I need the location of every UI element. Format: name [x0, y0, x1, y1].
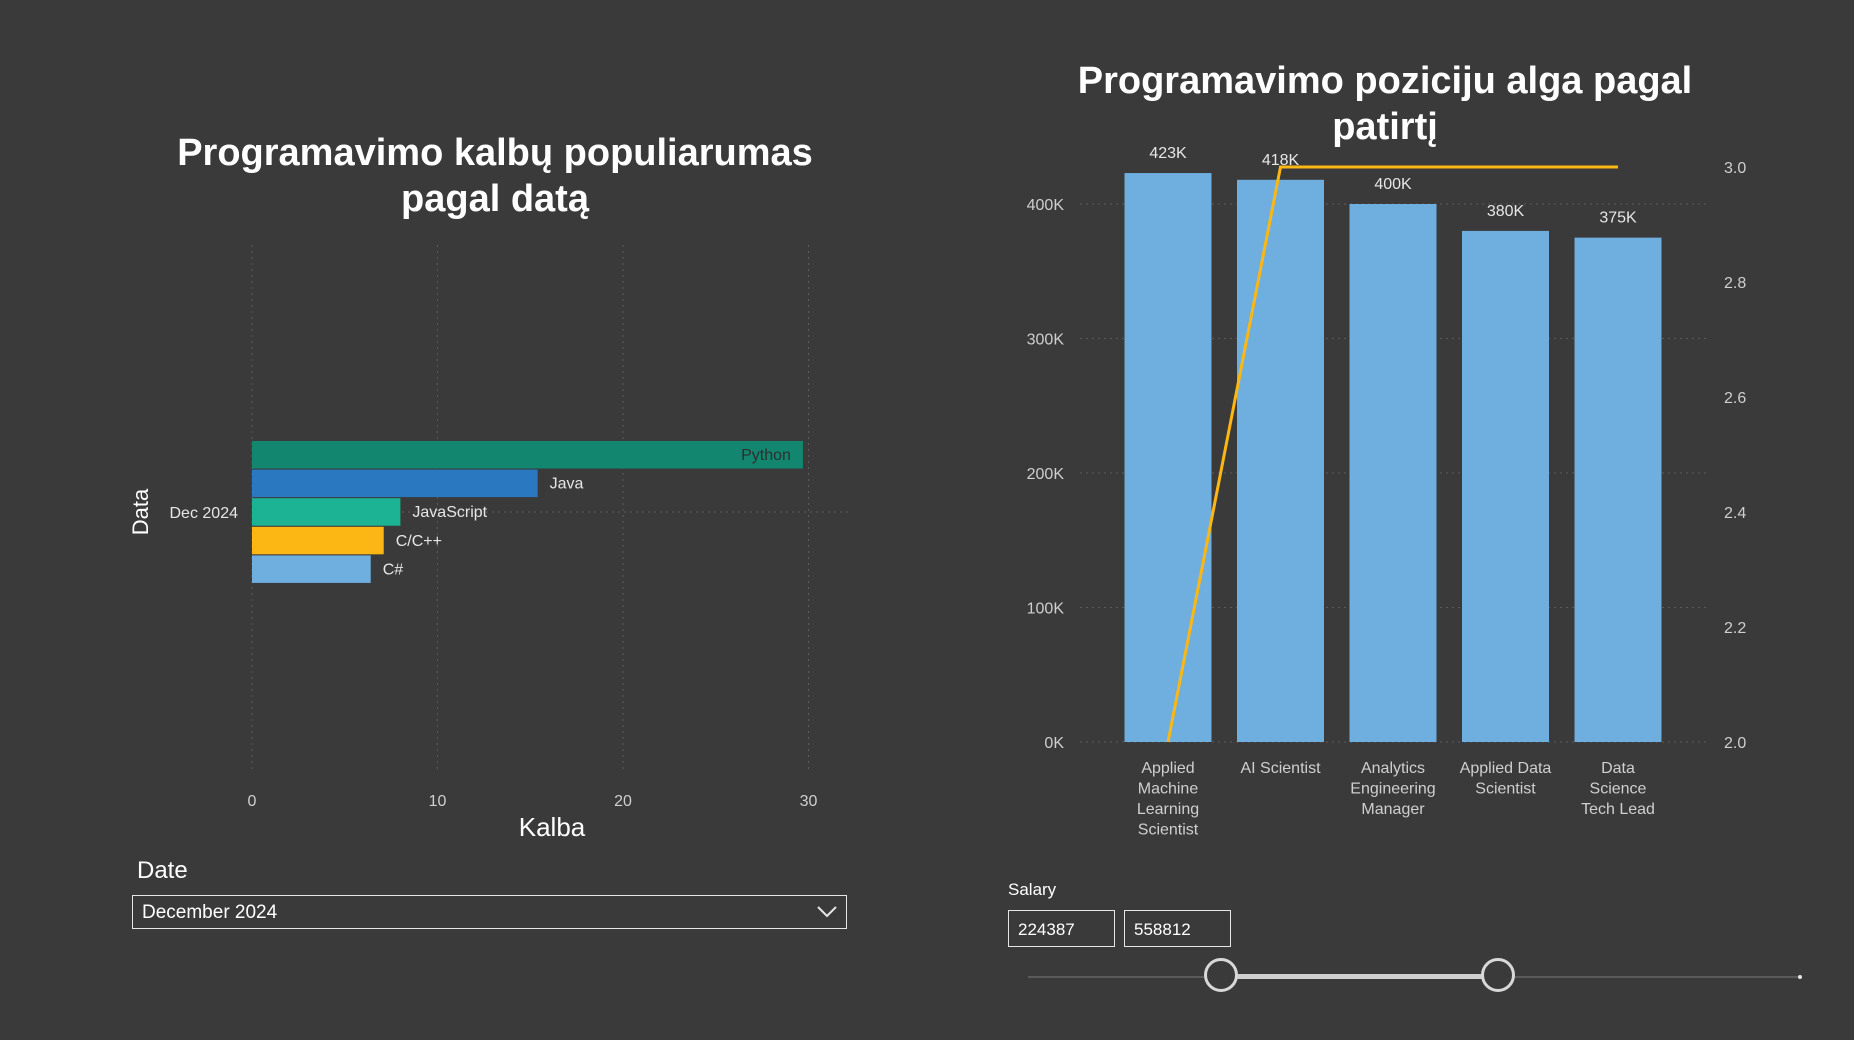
bar-python: [252, 441, 803, 469]
y-tick-label: 300K: [1027, 332, 1065, 349]
salary-bar: [1349, 204, 1437, 742]
bar-java: [252, 469, 538, 498]
date-dropdown[interactable]: December 2024: [132, 895, 847, 929]
x-tick-label: 10: [429, 793, 447, 810]
bar-data-label: C/C++: [396, 533, 442, 550]
bar-data-label: 418K: [1262, 152, 1300, 169]
x-category-label: AI Scientist: [1240, 760, 1321, 777]
y2-tick-label: 2.0: [1724, 735, 1746, 752]
salary-bar: [1124, 173, 1212, 742]
bar-data-label: JavaScript: [412, 504, 487, 521]
x-category-label: Analytics: [1361, 760, 1425, 777]
bar-javascript: [252, 498, 401, 526]
salary-bar: [1574, 237, 1662, 742]
x-axis-title: Kalba: [519, 812, 586, 842]
bar-cc: [252, 526, 384, 555]
x-category-label: Learning: [1137, 801, 1199, 818]
bar-data-label: C#: [383, 561, 404, 578]
bar-c: [252, 555, 371, 583]
x-category-label: Scientist: [1138, 822, 1199, 839]
bar-data-label: 400K: [1374, 176, 1412, 193]
chevron-down-icon: [817, 906, 837, 918]
date-dropdown-value: December 2024: [142, 902, 278, 923]
slider-min-handle[interactable]: [1203, 958, 1238, 992]
x-category-label: Tech Lead: [1581, 801, 1655, 818]
x-category-label: Data: [1601, 760, 1635, 777]
salary-slicer-label: Salary: [1008, 880, 1057, 899]
slider-max-handle[interactable]: [1480, 958, 1515, 992]
bar-data-label: 380K: [1487, 203, 1525, 220]
x-tick-label: 20: [614, 793, 632, 810]
y2-tick-label: 2.8: [1724, 275, 1746, 292]
salary-bar: [1462, 230, 1549, 742]
y-axis-title: Data: [128, 488, 153, 535]
bar-data-label: 375K: [1599, 210, 1637, 227]
x-category-label: Manager: [1361, 801, 1425, 818]
salary-max-input[interactable]: 558812: [1124, 910, 1231, 947]
x-category-label: Machine: [1138, 781, 1199, 798]
y2-tick-label: 2.2: [1724, 620, 1746, 637]
x-category-label: Engineering: [1350, 781, 1435, 798]
bar-data-label: 423K: [1149, 145, 1187, 162]
x-category-label: Applied: [1141, 760, 1194, 777]
x-category-label: Scientist: [1475, 781, 1536, 798]
left-chart-title: Programavimo kalbų populiarumas pagal da…: [177, 132, 813, 220]
y-tick-label: 0K: [1044, 735, 1064, 752]
language-popularity-chart: 0 10 20 30 Python Java JavaScript C/C++ C# Dec 20…: [128, 245, 850, 842]
y-category-label: Dec 2024: [170, 505, 239, 522]
x-category-label: Applied Data: [1460, 760, 1552, 777]
experience-line: [1166, 165, 1618, 743]
y2-tick-label: 2.6: [1724, 390, 1746, 407]
slider-selected-range: [1220, 974, 1498, 979]
x-category-label: Science: [1590, 781, 1647, 798]
y2-tick-label: 2.4: [1724, 505, 1746, 522]
bar-data-label: Python: [741, 447, 791, 464]
x-tick-label: 0: [248, 793, 257, 810]
salary-bar: [1237, 179, 1324, 743]
y2-tick-label: 3.0: [1724, 160, 1746, 177]
salary-range-slider[interactable]: [1028, 958, 1806, 998]
bar-data-label: Java: [550, 476, 584, 493]
y-tick-label: 100K: [1027, 601, 1065, 618]
salary-by-position-chart: 0K 100K 200K 300K 400K 2.0 2.2 2.4 2.6 2.8 3.0 423K…: [1027, 145, 1747, 839]
right-chart-title: Programavimo poziciju alga pagal patirtį: [1077, 60, 1693, 148]
slider-end-marker: [1798, 975, 1802, 979]
y-tick-label: 400K: [1027, 197, 1065, 214]
y-tick-label: 200K: [1027, 466, 1065, 483]
date-slicer-label: Date: [137, 857, 188, 884]
salary-min-input[interactable]: 224387: [1008, 910, 1115, 947]
x-tick-label: 30: [800, 793, 818, 810]
